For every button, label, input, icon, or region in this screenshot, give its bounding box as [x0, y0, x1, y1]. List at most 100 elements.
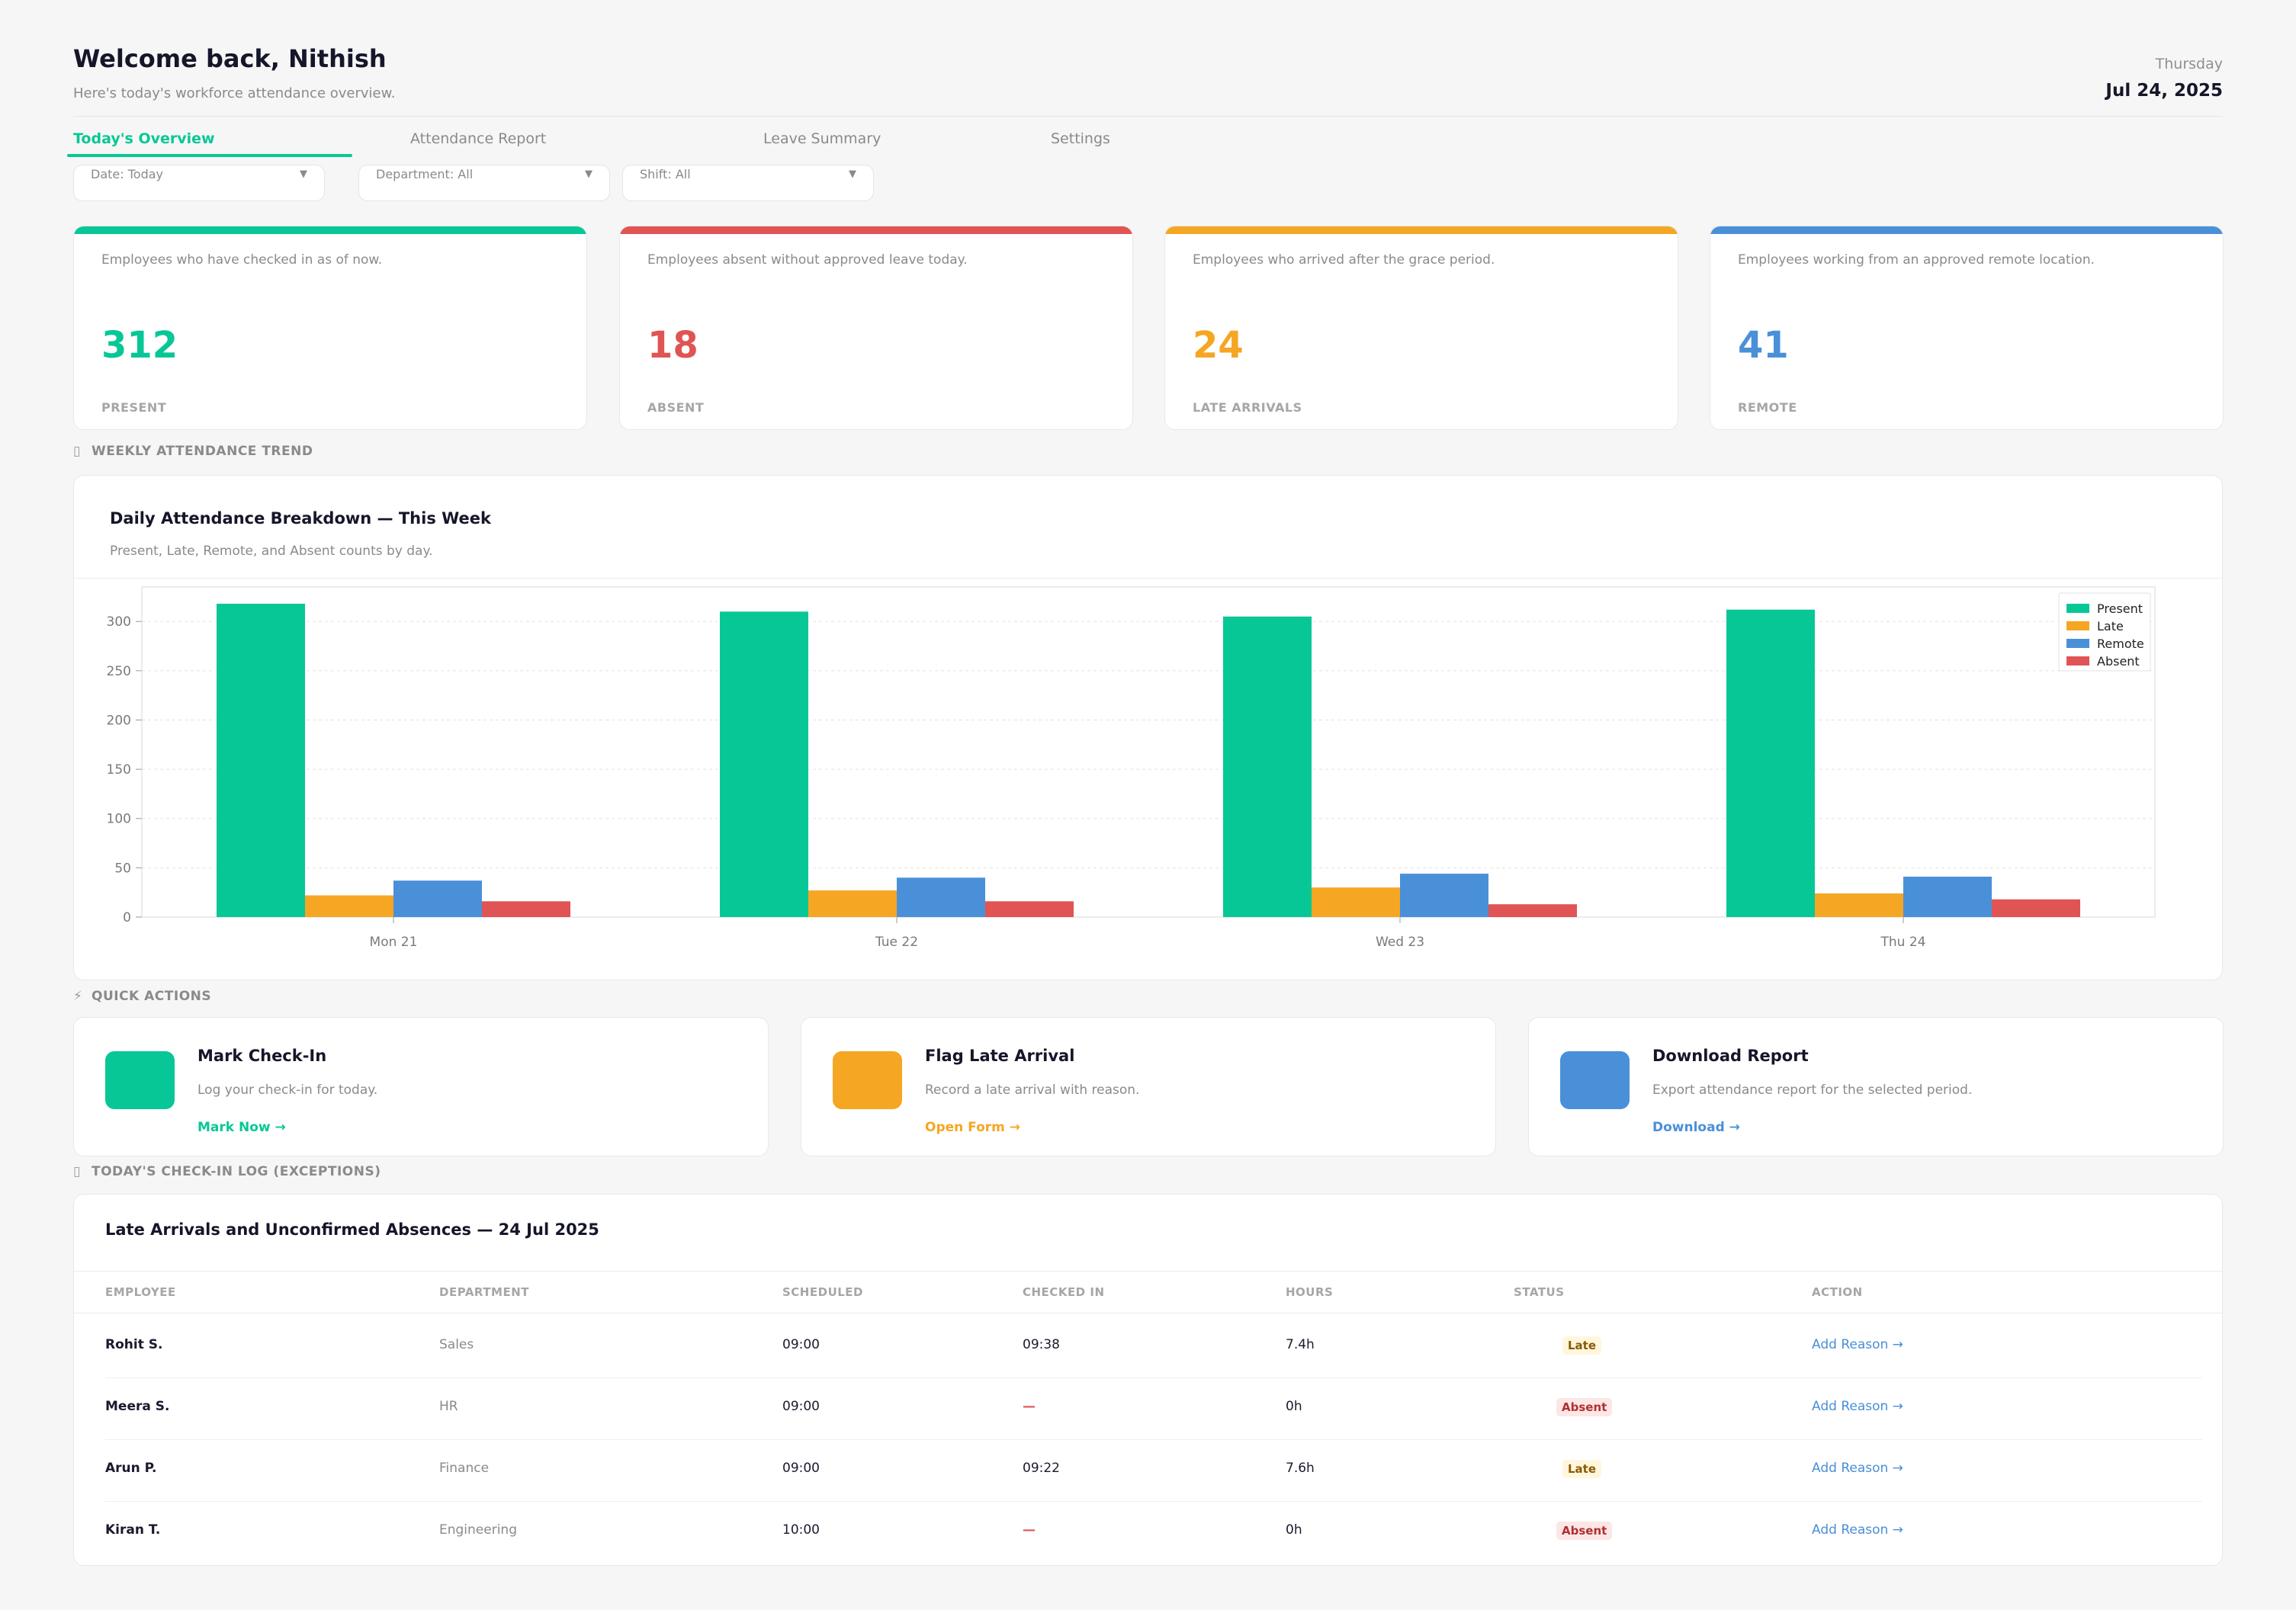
section-title-log-text: TODAY'S CHECK-IN LOG (EXCEPTIONS): [92, 1164, 381, 1179]
bar-late-4: [1815, 893, 1903, 917]
section-title-trend: ▯ WEEKLY ATTENDANCE TREND: [73, 444, 313, 459]
x-tick-label: Mon 21: [370, 935, 418, 950]
bar-late-3: [1312, 887, 1400, 917]
mark-now-link[interactable]: Mark Now →: [197, 1120, 286, 1135]
section-title-quick-text: QUICK ACTIONS: [92, 989, 212, 1004]
scheduled-time: 09:00: [782, 1337, 820, 1352]
lightning-icon: ⚡: [73, 989, 83, 1004]
kpi-accent-bar: [1165, 226, 1678, 234]
flag-icon: [833, 1051, 902, 1109]
bar-absent-2: [985, 901, 1074, 917]
scheduled-time: 09:00: [782, 1461, 820, 1476]
kpi-card-remote: Employees working from an approved remot…: [1710, 226, 2224, 430]
employee-name: Meera S.: [105, 1399, 170, 1414]
employee-department: HR: [439, 1399, 458, 1414]
y-tick-label: 150: [107, 762, 131, 778]
column-header-checked-in: CHECKED IN: [1023, 1285, 1105, 1299]
download-icon: [1560, 1051, 1630, 1109]
kpi-description: Employees who arrived after the grace pe…: [1193, 252, 1495, 268]
kpi-card-absent: Employees absent without approved leave …: [619, 226, 1133, 430]
x-tick-label: Tue 22: [875, 935, 918, 950]
download-link[interactable]: Download →: [1652, 1120, 1740, 1135]
add-reason-link[interactable]: Add Reason →: [1812, 1461, 1903, 1476]
legend-swatch: [2066, 621, 2089, 630]
department-filter-select[interactable]: Department: All ▼: [358, 165, 610, 201]
bar-present-1: [217, 603, 305, 917]
section-title-checkin-log: ▯ TODAY'S CHECK-IN LOG (EXCEPTIONS): [73, 1164, 381, 1179]
y-tick-label: 50: [114, 861, 131, 876]
row-divider: [105, 1439, 2202, 1440]
y-tick-label: 250: [107, 664, 131, 679]
table-title-divider: [74, 1271, 2222, 1272]
bar-present-4: [1726, 609, 1815, 917]
kpi-accent-bar: [620, 226, 1132, 234]
tab-leave-summary[interactable]: Leave Summary: [763, 130, 881, 147]
tab-attendance-report[interactable]: Attendance Report: [410, 130, 547, 147]
attendance-bar-chart: 0 50 100 150 200 250 300 Mon 21 Tue 22 Wed 23 Thu …: [107, 586, 2156, 950]
hours-worked: 0h: [1286, 1399, 1302, 1414]
bar-remote-3: [1400, 874, 1488, 917]
bar-remote-1: [393, 880, 482, 917]
shift-filter-select[interactable]: Shift: All ▼: [622, 165, 874, 201]
kpi-accent-bar: [1710, 226, 2223, 234]
quick-action-flag-late[interactable]: Flag Late Arrival Record a late arrival …: [801, 1017, 1496, 1156]
legend-swatch: [2066, 656, 2089, 665]
kpi-caption: LATE ARRIVALS: [1193, 400, 1302, 415]
kpi-caption: REMOTE: [1738, 400, 1797, 415]
chart-title: Daily Attendance Breakdown — This Week: [110, 509, 492, 528]
bar-remote-2: [897, 877, 985, 917]
chevron-down-icon: ▼: [300, 168, 307, 180]
row-divider: [105, 1501, 2202, 1502]
date-filter-select[interactable]: Date: Today ▼: [73, 165, 325, 201]
chevron-down-icon: ▼: [585, 168, 592, 180]
column-header-action: ACTION: [1812, 1285, 1863, 1299]
tab-todays-overview[interactable]: Today's Overview: [73, 130, 215, 147]
y-tick-label: 200: [107, 713, 131, 728]
column-header-status: STATUS: [1514, 1285, 1565, 1299]
employee-name: Kiran T.: [105, 1522, 161, 1538]
add-reason-link[interactable]: Add Reason →: [1812, 1399, 1903, 1414]
y-tick-label: 300: [107, 614, 131, 630]
add-reason-link[interactable]: Add Reason →: [1812, 1522, 1903, 1538]
welcome-subtitle: Here's today's workforce attendance over…: [73, 85, 396, 101]
open-form-link[interactable]: Open Form →: [925, 1120, 1021, 1135]
chart-icon: ▯: [73, 444, 81, 459]
quick-action-title: Download Report: [1652, 1047, 1809, 1065]
checked-in-time: —: [1023, 1399, 1036, 1414]
scheduled-time: 10:00: [782, 1522, 820, 1538]
quick-action-desc: Log your check-in for today.: [197, 1082, 378, 1098]
kpi-description: Employees absent without approved leave …: [647, 252, 968, 268]
y-tick-label: 100: [107, 812, 131, 827]
legend-label: Present: [2097, 601, 2143, 616]
column-header-employee: EMPLOYEE: [105, 1285, 176, 1299]
kpi-caption: PRESENT: [101, 400, 167, 415]
x-tick-label: Thu 24: [1880, 935, 1926, 950]
kpi-card-late: Employees who arrived after the grace pe…: [1164, 226, 1678, 430]
bar-remote-4: [1903, 877, 1992, 917]
date-filter-label: Date: Today: [91, 167, 163, 181]
checked-in-time: 09:38: [1023, 1337, 1060, 1352]
legend-label: Late: [2097, 619, 2124, 633]
employee-name: Rohit S.: [105, 1337, 163, 1352]
header-divider: [73, 116, 2223, 117]
bar-absent-3: [1488, 904, 1577, 917]
add-reason-link[interactable]: Add Reason →: [1812, 1337, 1903, 1352]
bar-late-2: [808, 890, 897, 917]
legend-label: Remote: [2097, 637, 2144, 651]
kpi-value: 41: [1738, 324, 1789, 367]
shift-filter-label: Shift: All: [640, 167, 691, 181]
bar-present-2: [720, 611, 808, 917]
checked-in-time: 09:22: [1023, 1461, 1060, 1476]
scheduled-time: 09:00: [782, 1399, 820, 1414]
check-in-icon: [105, 1051, 175, 1109]
quick-action-mark-check-in[interactable]: Mark Check-In Log your check-in for toda…: [73, 1017, 769, 1156]
tab-settings[interactable]: Settings: [1051, 130, 1110, 147]
current-day: Thursday: [2155, 56, 2223, 72]
chevron-down-icon: ▼: [849, 168, 856, 180]
quick-action-download-report[interactable]: Download Report Export attendance report…: [1528, 1017, 2224, 1156]
row-divider: [105, 1377, 2202, 1378]
bar-present-3: [1223, 616, 1312, 917]
hours-worked: 0h: [1286, 1522, 1302, 1538]
kpi-value: 18: [647, 324, 698, 367]
chart-subtitle: Present, Late, Remote, and Absent counts…: [110, 544, 433, 559]
